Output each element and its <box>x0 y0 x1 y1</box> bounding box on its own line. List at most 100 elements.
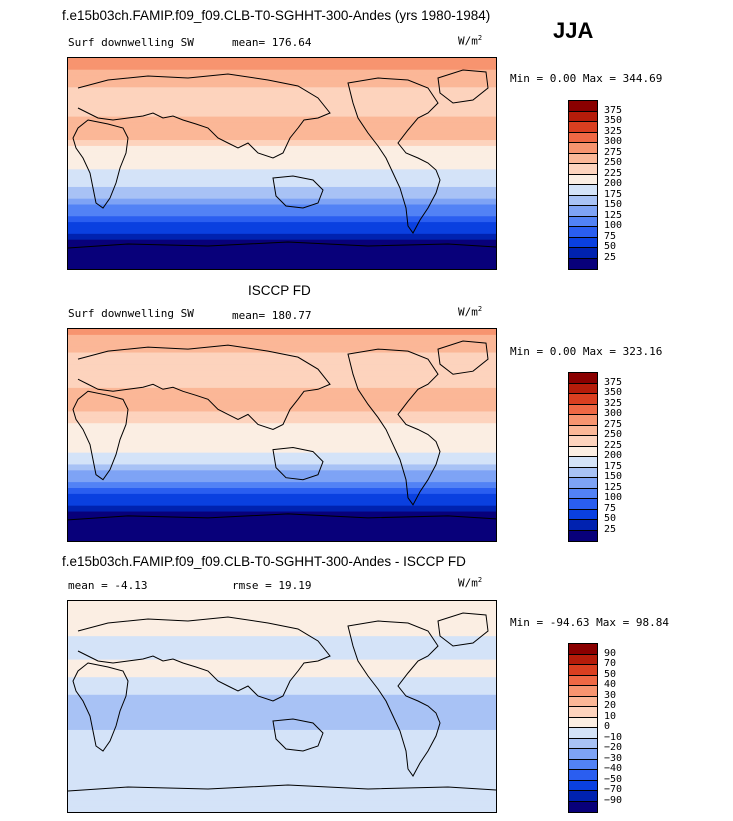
colorbar-tick-label: 350 <box>604 115 623 126</box>
colorbar-swatch <box>569 143 597 154</box>
zonal-band <box>68 630 496 637</box>
colorbar-tick-label: 225 <box>604 167 623 179</box>
colorbar-swatch <box>569 801 597 812</box>
zonal-band <box>68 340 496 348</box>
colorbar-swatch <box>569 404 597 415</box>
colorbar-swatch <box>569 478 597 489</box>
zonal-band <box>68 245 496 252</box>
zonal-band <box>68 334 496 342</box>
colorbar-tick-label: 0 <box>604 721 611 732</box>
zonal-band <box>68 145 496 153</box>
colorbar-tick-label: 25 <box>604 251 617 263</box>
zonal-band <box>68 75 496 82</box>
zonal-band <box>68 204 496 211</box>
coastline <box>347 348 441 506</box>
colorbar-swatch <box>569 488 597 499</box>
coastline <box>437 612 489 647</box>
zonal-band <box>68 653 496 661</box>
colorbar-swatch <box>569 457 597 468</box>
colorbar-swatch <box>569 164 597 175</box>
colorbar-swatch <box>569 707 597 718</box>
zonal-band <box>68 488 496 495</box>
colorbar-tick-label: 200 <box>604 450 623 461</box>
zonal-band <box>68 606 496 614</box>
zonal-band <box>68 618 496 625</box>
zonal-band <box>68 210 496 217</box>
colorbar-swatch <box>569 644 597 655</box>
zonal-band <box>68 724 496 731</box>
zonal-band <box>68 493 496 501</box>
zonal-band <box>68 411 496 418</box>
colorbar-swatch <box>569 780 597 791</box>
zonal-band <box>68 770 496 778</box>
colorbar-swatch <box>569 499 597 510</box>
colorbar-swatch <box>569 101 597 112</box>
colorbar-swatch <box>569 227 597 238</box>
zonal-band <box>68 58 496 65</box>
colorbar-tick-label: −50 <box>604 773 623 785</box>
zonal-band <box>68 440 496 448</box>
zonal-band <box>68 99 496 106</box>
colorbar-swatch <box>569 665 597 676</box>
zonal-band <box>68 659 496 666</box>
colorbar-tick-label: 50 <box>604 513 617 524</box>
zonal-band <box>68 69 496 77</box>
zonal-band <box>68 601 496 608</box>
zonal-band <box>68 227 496 235</box>
panel1-map-svg <box>68 58 496 269</box>
panel1-minmax: Min = 0.00 Max = 344.69 <box>510 72 663 85</box>
panel3-rmse-label: rmse = 19.19 <box>232 579 312 592</box>
zonal-band <box>68 104 496 112</box>
colorbar-swatch <box>569 111 597 122</box>
zonal-band <box>68 163 496 170</box>
zonal-band <box>68 346 496 354</box>
colorbar-tick-label: 250 <box>604 429 623 440</box>
colorbar-tick-label: 90 <box>604 647 617 659</box>
colorbar-tick-label: 200 <box>604 178 623 189</box>
coastlines <box>68 69 496 249</box>
colorbar-swatch <box>569 258 597 269</box>
zonal-band <box>68 747 496 754</box>
colorbar-swatch <box>569 654 597 665</box>
zonal-band <box>68 110 496 118</box>
zonal-band <box>68 81 496 88</box>
zonal-band <box>68 128 496 135</box>
colorbar-swatch <box>569 738 597 749</box>
coastline <box>68 784 496 792</box>
colorbar-swatch <box>569 436 597 447</box>
zonal-band <box>68 729 496 737</box>
zonal-band <box>68 505 496 513</box>
coastline <box>437 340 489 375</box>
zonal-band <box>68 134 496 141</box>
colorbar-swatch <box>569 216 597 227</box>
colorbar-swatch <box>569 770 597 781</box>
zonal-band <box>68 399 496 407</box>
colorbar-tick-label: 40 <box>604 679 617 690</box>
panel3-title: f.e15b03ch.FAMIP.f09_f09.CLB-T0-SGHHT-30… <box>62 554 466 569</box>
panel3-units: W/m2 <box>458 576 483 590</box>
zonal-band <box>68 476 496 483</box>
colorbar-tick-label: −40 <box>604 763 623 774</box>
panel3-colorbar <box>568 643 598 813</box>
zonal-band <box>68 511 496 518</box>
zonal-band <box>68 417 496 424</box>
zonal-band <box>68 358 496 365</box>
colorbar-tick-label: −30 <box>604 752 623 764</box>
colorbar-tick-label: 50 <box>604 241 617 252</box>
panel2-map-svg <box>68 329 496 541</box>
colorbar-swatch <box>569 759 597 770</box>
panel3-map-svg <box>68 601 496 812</box>
zonal-band <box>68 329 496 336</box>
zonal-band <box>68 782 496 790</box>
zonal-band <box>68 251 496 258</box>
colorbar-swatch <box>569 696 597 707</box>
coastline <box>347 620 441 777</box>
colorbar-swatch <box>569 675 597 686</box>
colorbar-swatch <box>569 467 597 478</box>
zonal-band <box>68 405 496 412</box>
panel1-variable-label: Surf downwelling SW <box>68 36 194 49</box>
colorbar-tick-label: 300 <box>604 408 623 419</box>
panel3-minmax: Min = -94.63 Max = 98.84 <box>510 616 669 629</box>
zonal-band <box>68 393 496 401</box>
colorbar-swatch <box>569 686 597 697</box>
